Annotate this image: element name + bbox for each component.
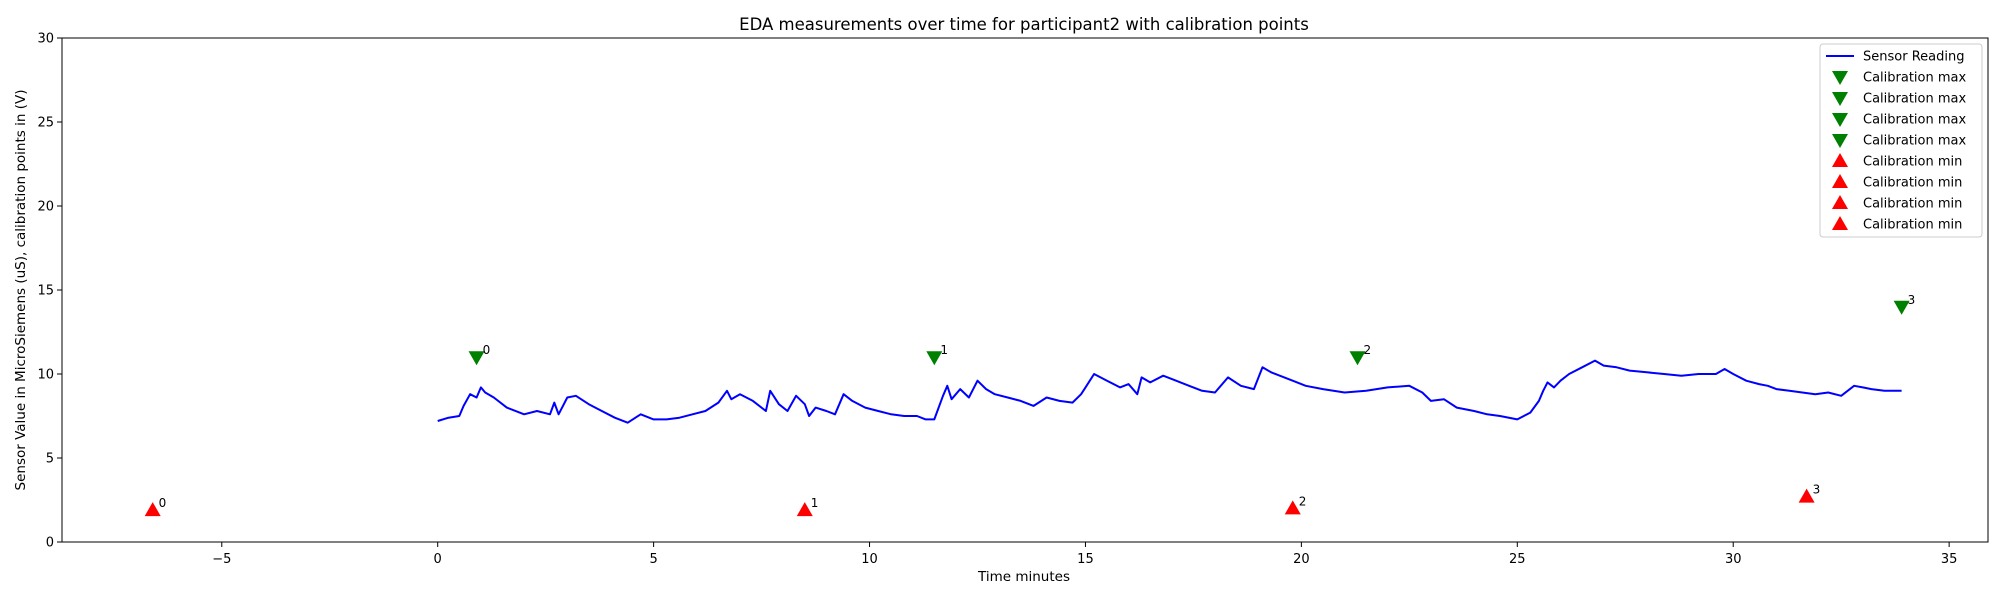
x-tick-label: 25 bbox=[1509, 552, 1526, 567]
x-tick-label: 30 bbox=[1725, 552, 1742, 567]
x-tick-label: 0 bbox=[434, 552, 442, 567]
legend-swatch-triangle-down bbox=[1832, 134, 1848, 148]
calibration-max-marker-2 bbox=[1349, 351, 1366, 366]
calibration-max-label-2: 2 bbox=[1364, 343, 1372, 357]
legend-label-2: Calibration max bbox=[1863, 92, 1966, 107]
calibration-max-marker-3 bbox=[1893, 300, 1910, 315]
calibration-min-label-0: 0 bbox=[159, 496, 167, 510]
legend-swatch-triangle-up bbox=[1832, 174, 1848, 188]
calibration-max-marker-1 bbox=[926, 351, 943, 366]
calibration-max-label-1: 1 bbox=[940, 343, 948, 357]
legend-label-8: Calibration min bbox=[1863, 218, 1962, 233]
legend: Sensor Reading Calibration max Calibration… bbox=[1819, 43, 1983, 238]
legend-swatch-triangle-down bbox=[1832, 71, 1848, 85]
legend-swatch-triangle-up bbox=[1832, 195, 1848, 209]
legend-swatch-triangle-up bbox=[1832, 153, 1848, 167]
calibration-min-label-3: 3 bbox=[1813, 483, 1821, 497]
calibration-max-marker-0 bbox=[468, 351, 485, 366]
x-axis-ticks: −5 0 5 10 15 20 25 30 35 bbox=[212, 542, 1957, 567]
legend-label-6: Calibration min bbox=[1863, 176, 1962, 191]
legend-label-7: Calibration min bbox=[1863, 197, 1962, 212]
y-axis-ticks: 0 5 10 15 20 25 30 bbox=[37, 32, 62, 551]
legend-label-0: Sensor Reading bbox=[1863, 50, 1964, 65]
x-tick-label: 5 bbox=[649, 552, 657, 567]
y-tick-label: 20 bbox=[37, 200, 54, 215]
x-tick-label: 10 bbox=[861, 552, 878, 567]
x-tick-label: 35 bbox=[1941, 552, 1958, 567]
legend-label-4: Calibration max bbox=[1863, 134, 1966, 149]
calibration-max-label-0: 0 bbox=[483, 343, 491, 357]
y-tick-label: 5 bbox=[46, 452, 54, 467]
y-tick-label: 0 bbox=[46, 536, 54, 551]
legend-box bbox=[1819, 43, 1983, 238]
y-tick-label: 15 bbox=[37, 284, 54, 299]
plot-area: 0 1 2 3 0 1 2 3 bbox=[144, 293, 1916, 517]
legend-label-5: Calibration min bbox=[1863, 155, 1962, 170]
x-tick-label: 20 bbox=[1293, 552, 1310, 567]
legend-label-1: Calibration max bbox=[1863, 71, 1966, 86]
calibration-min-marker-0 bbox=[144, 502, 161, 517]
y-axis-label: Sensor Value in MicroSiemens (uS), calib… bbox=[13, 90, 29, 491]
calibration-min-label-2: 2 bbox=[1299, 494, 1307, 508]
calibration-min-marker-2 bbox=[1284, 500, 1301, 515]
legend-swatch-triangle-down bbox=[1832, 92, 1848, 106]
calibration-max-label-3: 3 bbox=[1908, 293, 1916, 307]
calibration-min-marker-3 bbox=[1798, 488, 1815, 503]
x-axis-label: Time minutes bbox=[977, 569, 1070, 585]
legend-swatch-triangle-up bbox=[1832, 216, 1848, 230]
calibration-min-marker-1 bbox=[796, 502, 813, 517]
legend-swatch-triangle-down bbox=[1832, 113, 1848, 127]
calibration-min-label-1: 1 bbox=[811, 496, 819, 510]
chart-title: EDA measurements over time for participa… bbox=[739, 15, 1309, 34]
series-line-0 bbox=[437, 359, 1902, 424]
legend-label-3: Calibration max bbox=[1863, 113, 1966, 128]
y-tick-label: 30 bbox=[37, 32, 54, 47]
axes-frame bbox=[61, 37, 1989, 543]
y-tick-label: 25 bbox=[37, 116, 54, 131]
x-tick-label: 15 bbox=[1077, 552, 1094, 567]
y-tick-label: 10 bbox=[37, 368, 54, 383]
x-tick-label: −5 bbox=[212, 552, 231, 567]
